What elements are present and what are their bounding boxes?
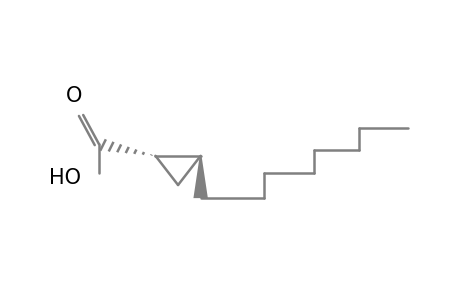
Text: O: O (66, 86, 82, 106)
Text: HO: HO (49, 168, 81, 188)
Polygon shape (193, 156, 207, 198)
